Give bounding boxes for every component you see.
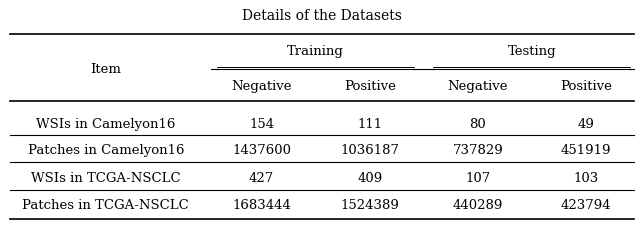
Text: WSIs in TCGA-NSCLC: WSIs in TCGA-NSCLC	[31, 171, 180, 184]
Text: 154: 154	[249, 117, 274, 130]
Text: Patches in TCGA-NSCLC: Patches in TCGA-NSCLC	[22, 199, 189, 211]
Text: Patches in Camelyon16: Patches in Camelyon16	[28, 144, 184, 156]
Text: 49: 49	[577, 117, 595, 130]
Text: 80: 80	[470, 117, 486, 130]
Text: 409: 409	[357, 171, 382, 184]
Text: Negative: Negative	[231, 79, 292, 92]
Text: Negative: Negative	[447, 79, 508, 92]
Text: 107: 107	[465, 171, 490, 184]
Text: Positive: Positive	[560, 79, 612, 92]
Text: 737829: 737829	[452, 144, 503, 156]
Text: 427: 427	[249, 171, 274, 184]
Text: Positive: Positive	[344, 79, 396, 92]
Text: WSIs in Camelyon16: WSIs in Camelyon16	[36, 117, 175, 130]
Text: 103: 103	[573, 171, 598, 184]
Text: 1683444: 1683444	[232, 199, 291, 211]
Text: 1437600: 1437600	[232, 144, 291, 156]
Text: 423794: 423794	[561, 199, 611, 211]
Text: 1524389: 1524389	[340, 199, 399, 211]
Text: Item: Item	[90, 62, 121, 75]
Text: 440289: 440289	[452, 199, 503, 211]
Text: 1036187: 1036187	[340, 144, 399, 156]
Text: Training: Training	[287, 45, 344, 58]
Text: Testing: Testing	[508, 45, 556, 58]
Text: 451919: 451919	[561, 144, 611, 156]
Text: 111: 111	[357, 117, 382, 130]
Text: Details of the Datasets: Details of the Datasets	[242, 9, 402, 23]
